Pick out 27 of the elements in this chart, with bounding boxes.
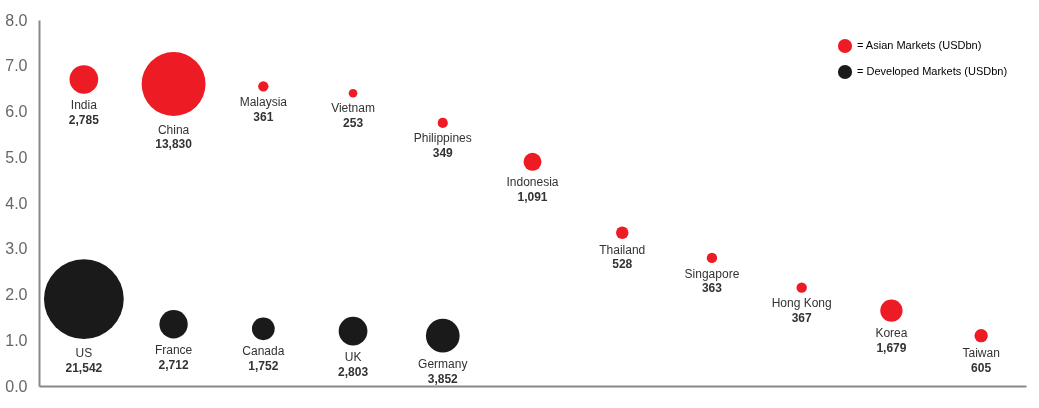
y-tick-label: 4.0	[5, 194, 28, 212]
y-tick-label: 6.0	[5, 103, 28, 120]
text: UK 2,803	[338, 350, 369, 379]
text: Vietnam 253	[331, 100, 375, 130]
text: Taiwan 605	[962, 346, 1000, 375]
legend-label: = Asian Markets (USDbn)	[857, 39, 982, 51]
text: Canada 1,752	[242, 344, 285, 374]
y-tick-label: 2.0	[5, 286, 28, 303]
text: US 21,542	[65, 346, 103, 376]
text: Korea 1,679	[875, 325, 908, 355]
y-tick-label: 3.0	[5, 240, 28, 258]
y-tick-label: 8.0	[5, 11, 28, 29]
text: Germany 3,852	[418, 357, 468, 387]
y-tick-label: 7.0	[5, 57, 28, 75]
text: Indonesia 1,091	[506, 174, 559, 204]
text: China 13,830	[155, 122, 192, 152]
text: Hong Kong 367	[771, 296, 832, 326]
text: France 2,712	[154, 342, 193, 372]
text: Philippines 349	[413, 131, 472, 161]
text: Singapore 363	[684, 266, 740, 296]
y-tick-label: 1.0	[5, 331, 28, 349]
text: India 2,785	[68, 98, 99, 128]
text: Malaysia 361	[239, 95, 287, 124]
text: Thailand 528	[599, 242, 646, 272]
y-tick-label: 5.0	[5, 148, 28, 166]
legend-label: = Developed Markets (USDbn)	[857, 65, 1008, 77]
y-tick-label: 0.0	[5, 377, 28, 395]
